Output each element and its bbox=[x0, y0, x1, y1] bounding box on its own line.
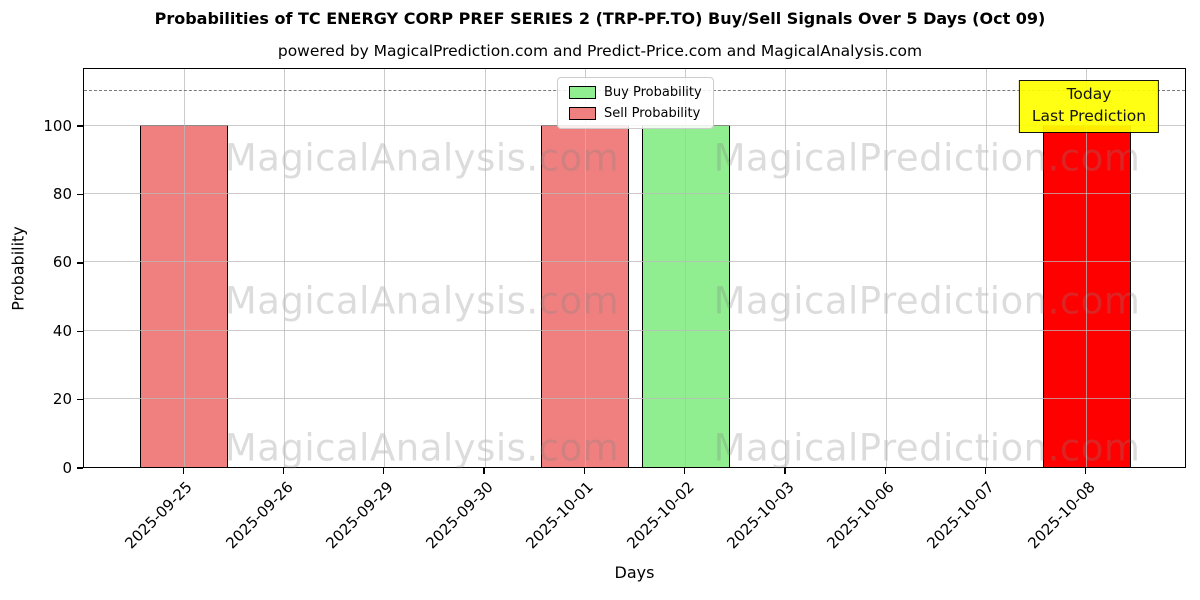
chart-subtitle: powered by MagicalPrediction.com and Pre… bbox=[277, 42, 923, 60]
y-tick bbox=[77, 125, 83, 127]
y-tick-label: 20 bbox=[52, 390, 72, 409]
plot-area: MagicalAnalysis.com MagicalAnalysis.com Ma… bbox=[83, 68, 1186, 470]
h-gridline bbox=[84, 329, 1185, 331]
y-tick bbox=[77, 330, 83, 332]
h-gridline bbox=[84, 193, 1185, 194]
y-tick-label: 0 bbox=[62, 458, 72, 477]
v-gridline bbox=[685, 69, 687, 467]
v-gridline bbox=[1086, 69, 1088, 467]
v-gridline bbox=[484, 69, 486, 467]
x-tick bbox=[483, 468, 485, 474]
watermark-text: MagicalAnalysis.com bbox=[224, 136, 620, 180]
y-tick bbox=[77, 193, 83, 196]
watermark-text: MagicalPrediction.com bbox=[713, 426, 1141, 470]
y-tick-label: 100 bbox=[43, 116, 72, 135]
x-tick bbox=[383, 468, 385, 474]
v-gridline bbox=[584, 69, 586, 467]
v-gridline bbox=[885, 69, 887, 467]
chart-title: Probabilities of TC ENERGY CORP PREF SER… bbox=[154, 9, 1046, 28]
y-tick-label: 40 bbox=[52, 321, 72, 340]
sell-probability-swatch-icon bbox=[569, 107, 596, 120]
y-tick bbox=[77, 467, 83, 469]
v-gridline bbox=[284, 69, 286, 467]
x-tick bbox=[282, 468, 285, 474]
v-gridline bbox=[183, 69, 185, 467]
legend-label-buy: Buy Probability bbox=[604, 85, 702, 100]
today-annotation-line1: Today bbox=[1066, 85, 1112, 103]
v-gridline bbox=[985, 69, 987, 467]
buy-probability-swatch-icon bbox=[569, 86, 596, 99]
v-gridline bbox=[785, 69, 787, 467]
watermark-text: MagicalPrediction.com bbox=[713, 136, 1141, 180]
legend-item-buy: Buy Probability bbox=[569, 85, 702, 100]
y-tick-label: 80 bbox=[52, 184, 72, 203]
watermark-text: MagicalAnalysis.com bbox=[224, 426, 620, 470]
x-tick bbox=[1085, 468, 1087, 474]
v-gridline bbox=[384, 69, 386, 467]
legend-label-sell: Sell Probability bbox=[604, 106, 701, 121]
x-tick bbox=[683, 468, 686, 474]
h-gridline bbox=[84, 261, 1185, 263]
today-annotation-line2: Last Prediction bbox=[1031, 107, 1147, 126]
legend-item-sell: Sell Probability bbox=[569, 106, 702, 121]
h-gridline bbox=[84, 398, 1185, 400]
y-tick bbox=[77, 398, 83, 401]
legend: Buy Probability Sell Probability bbox=[557, 77, 714, 129]
x-axis-label: Days bbox=[614, 563, 655, 582]
y-tick bbox=[77, 262, 83, 264]
x-tick bbox=[583, 468, 585, 474]
x-tick bbox=[884, 468, 886, 474]
watermark-text: MagicalAnalysis.com bbox=[224, 279, 620, 323]
x-tick bbox=[182, 468, 184, 474]
x-tick bbox=[784, 468, 786, 474]
watermark-text: MagicalPrediction.com bbox=[713, 279, 1141, 323]
y-tick-label: 60 bbox=[52, 253, 72, 272]
x-tick bbox=[984, 468, 987, 474]
today-annotation-box: Today Last Prediction bbox=[1018, 80, 1160, 133]
